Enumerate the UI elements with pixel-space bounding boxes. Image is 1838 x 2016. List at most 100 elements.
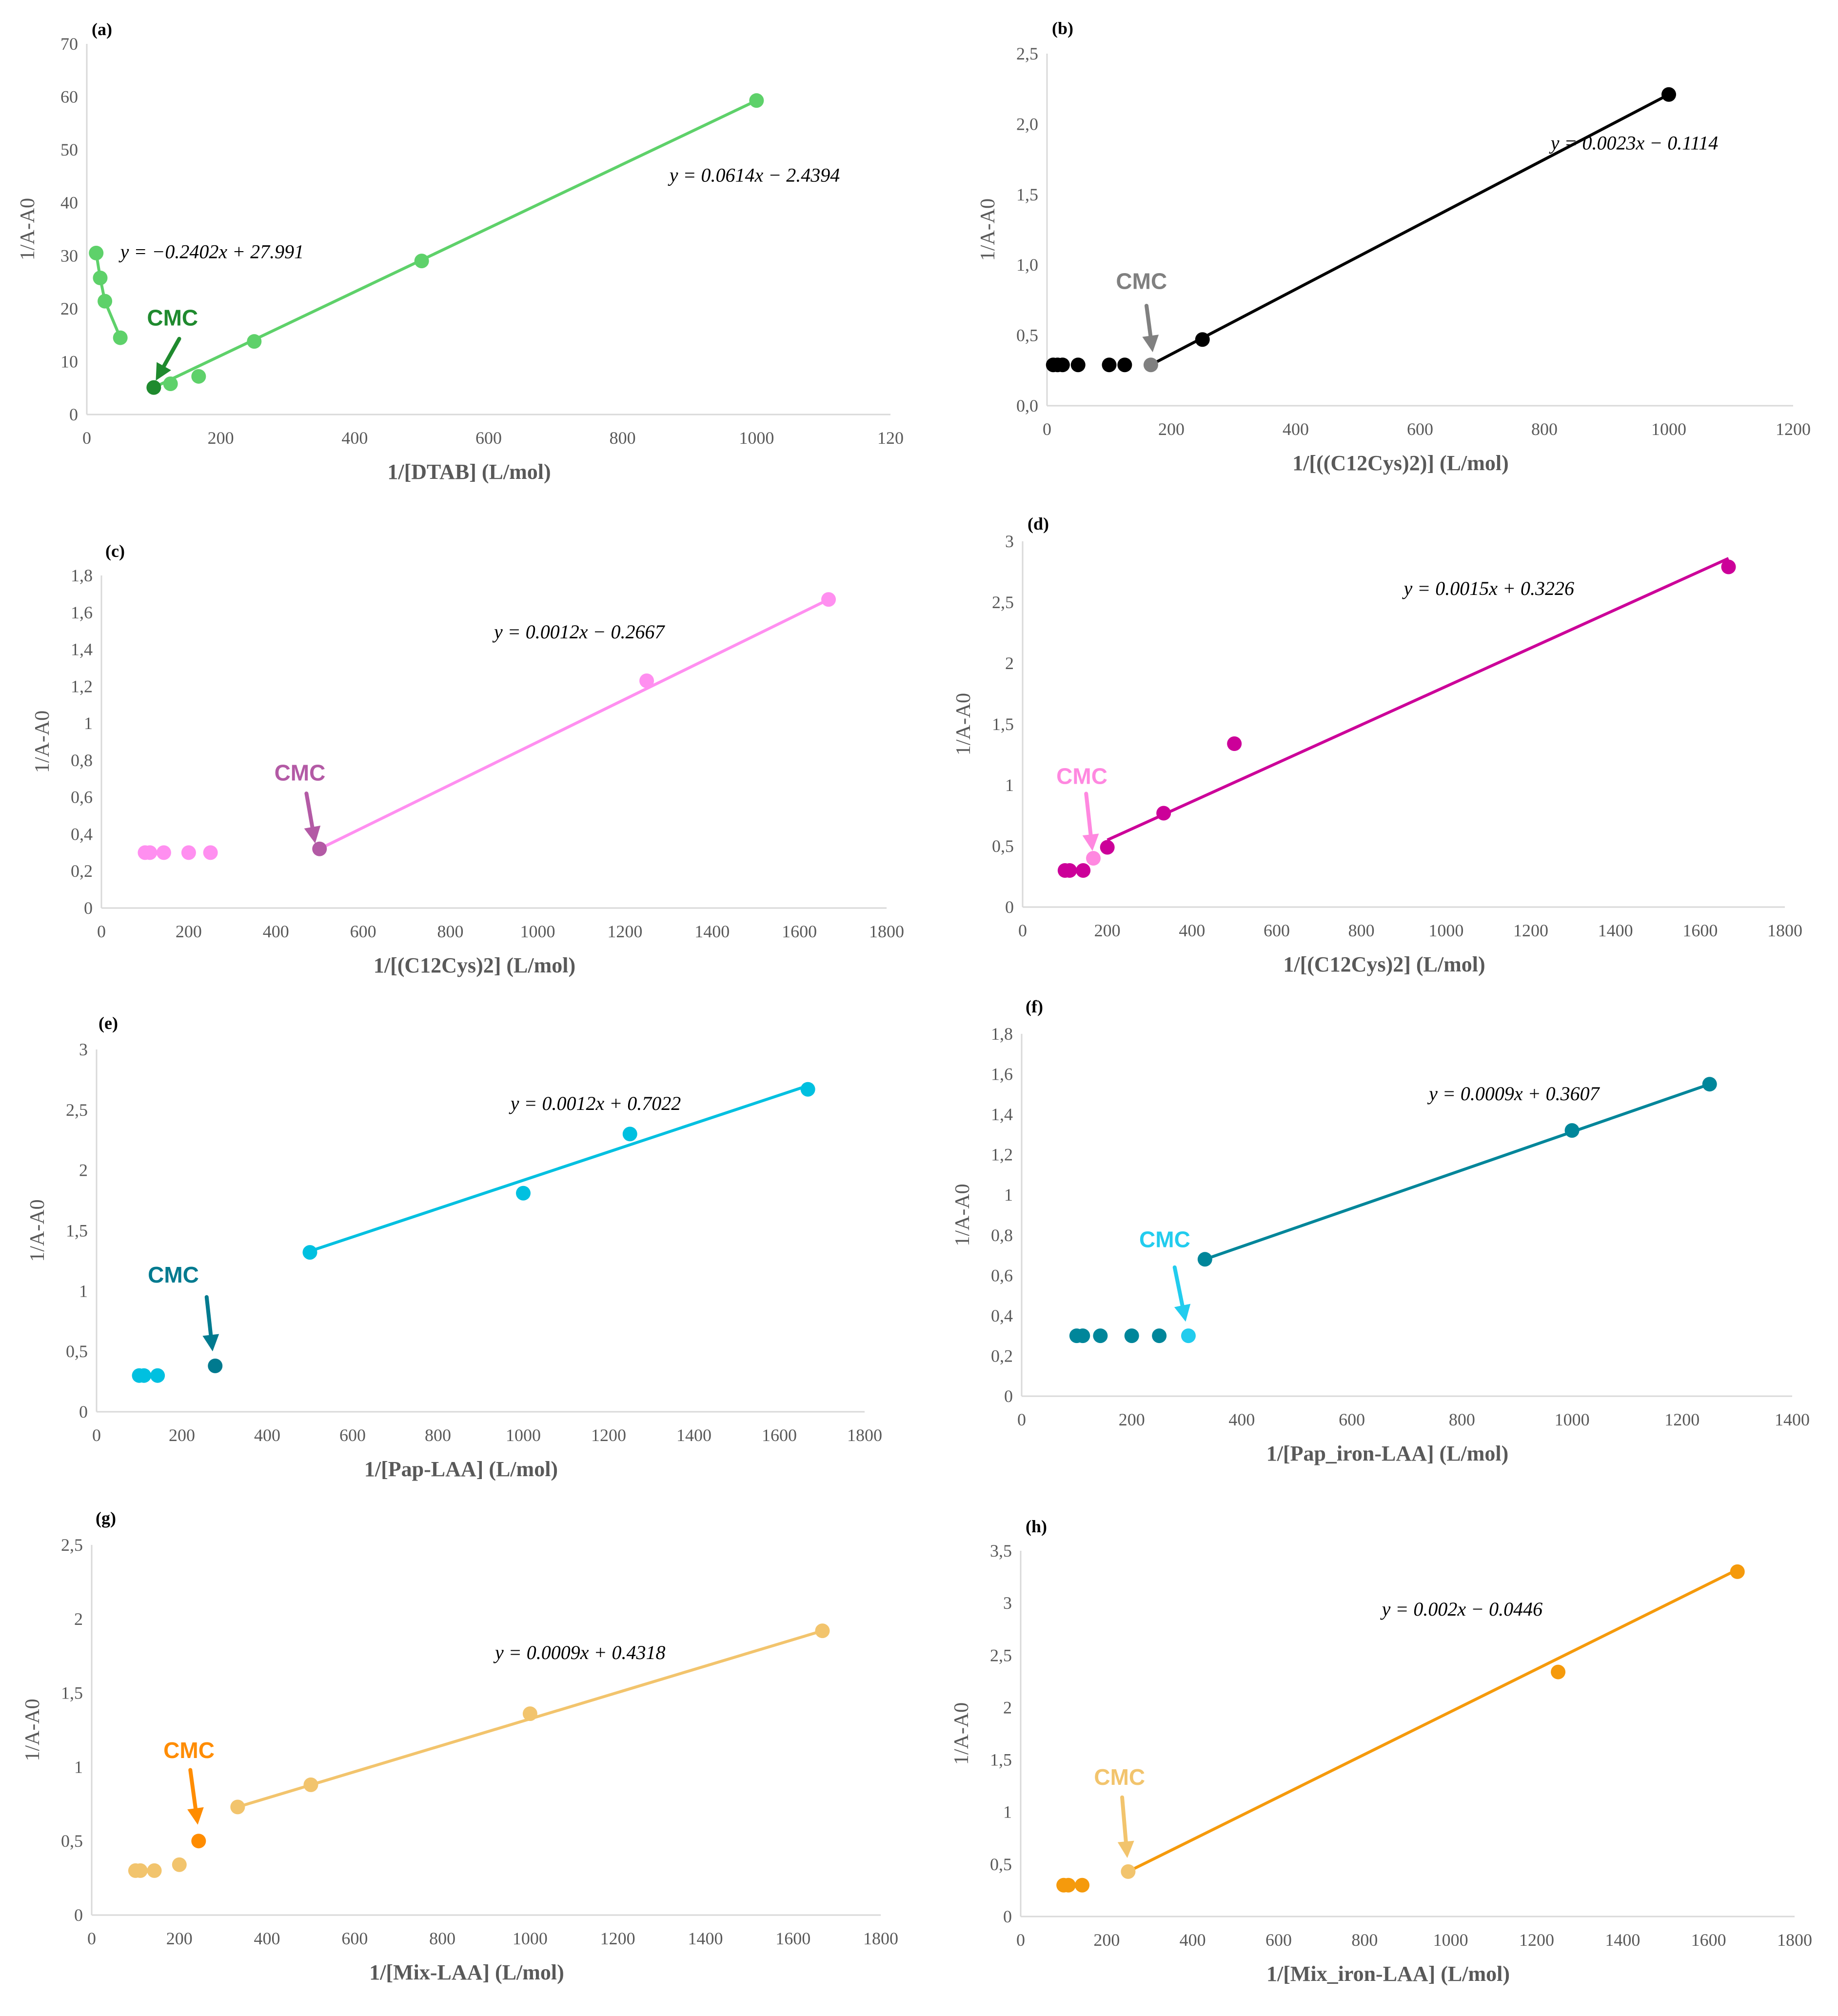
data-point <box>815 1623 830 1639</box>
y-tick-label: 1,5 <box>992 714 1014 734</box>
x-tick-label: 1000 <box>513 1929 548 1948</box>
x-tick-label: 1200 <box>1776 419 1811 439</box>
data-point <box>302 1245 317 1260</box>
cmc-data-point <box>146 380 161 395</box>
x-tick-label: 1400 <box>1775 1410 1810 1429</box>
data-point <box>1117 357 1132 373</box>
regression-equation: y = 0.0023x − 0.1114 <box>1549 132 1719 154</box>
y-tick-label: 2 <box>74 1609 83 1629</box>
trend-line <box>1150 93 1670 366</box>
cmc-arrow-head <box>1174 1304 1191 1322</box>
data-point <box>1100 840 1115 855</box>
data-point <box>749 93 764 108</box>
cmc-label: CMC <box>1116 268 1167 294</box>
data-point <box>113 330 128 345</box>
y-tick-label: 1 <box>84 713 93 733</box>
x-tick-label: 1000 <box>1428 921 1463 940</box>
x-axis-title: 1/[Mix_iron-LAA] (L/mol) <box>1266 1962 1510 1986</box>
x-axis-title: 1/[Pap_iron-LAA] (L/mol) <box>1266 1442 1509 1465</box>
x-tick-label: 1600 <box>782 922 817 941</box>
cmc-arrow-head <box>1117 1840 1134 1858</box>
x-tick-label: 600 <box>350 922 376 941</box>
cmc-arrow <box>204 1295 213 1337</box>
cmc-arrow-head <box>304 825 321 844</box>
data-point <box>150 1368 165 1383</box>
y-tick-label: 30 <box>60 246 78 265</box>
x-tick-label: 1000 <box>1555 1410 1590 1429</box>
x-tick-label: 0 <box>1017 1410 1026 1429</box>
y-tick-label: 1,5 <box>66 1221 88 1241</box>
x-tick-label: 600 <box>475 428 502 448</box>
trend-line <box>95 253 122 338</box>
y-tick-label: 2,5 <box>1016 44 1038 63</box>
cmc-arrow <box>188 1768 198 1811</box>
x-tick-label: 1800 <box>1777 1930 1812 1950</box>
trend-line <box>309 1084 809 1253</box>
panel-label: (f) <box>1026 997 1043 1016</box>
data-point <box>303 1777 318 1792</box>
data-point <box>156 845 171 860</box>
chart-panel-f: 0 200 400 600 800 1000 1200 1400 0 0,2 0,4 0,6 0,8 1 1… <box>951 997 1810 1465</box>
data-point <box>247 334 262 349</box>
data-point <box>181 845 196 860</box>
x-tick-label: 400 <box>1228 1410 1255 1429</box>
x-tick-label: 800 <box>425 1425 451 1445</box>
cmc-arrow <box>304 791 315 829</box>
x-tick-label: 400 <box>263 922 289 941</box>
y-tick-label: 1 <box>1003 1802 1012 1822</box>
y-axis-title: 1/A-A0 <box>977 198 999 261</box>
cmc-data-point <box>191 1834 206 1849</box>
y-tick-label: 2,5 <box>61 1535 83 1555</box>
y-tick-label: 0 <box>69 405 78 424</box>
regression-equation: y = 0.002x − 0.0446 <box>1380 1598 1543 1620</box>
x-tick-label: 1400 <box>694 922 730 941</box>
data-point <box>821 592 836 607</box>
y-tick-label: 40 <box>60 193 78 213</box>
x-tick-label: 800 <box>1531 419 1558 439</box>
y-tick-label: 0 <box>84 898 93 918</box>
x-tick-label: 1400 <box>676 1425 711 1445</box>
x-tick-label: 1800 <box>863 1929 898 1948</box>
x-tick-label: 600 <box>1265 1930 1292 1950</box>
regression-equation: y = 0.0015x + 0.3226 <box>1402 577 1575 599</box>
x-tick-label: 600 <box>1339 1410 1365 1429</box>
data-point <box>522 1706 537 1721</box>
chart-panel-h: 0 200 400 600 800 1000 1200 1400 1600 1800 0 0,5 1 1,… <box>950 1517 1812 1986</box>
x-tick-label: 800 <box>1449 1410 1475 1429</box>
cmc-data-point <box>312 841 327 856</box>
cmc-label: CMC <box>1139 1227 1190 1252</box>
data-point <box>800 1082 815 1097</box>
y-tick-label: 3,5 <box>990 1541 1012 1561</box>
y-tick-label: 3 <box>79 1040 88 1059</box>
data-point <box>191 369 206 384</box>
y-tick-label: 2,5 <box>990 1645 1012 1665</box>
data-point <box>98 294 113 309</box>
x-tick-label: 1000 <box>506 1425 541 1445</box>
data-point <box>639 673 654 688</box>
x-tick-label: 200 <box>1094 921 1121 940</box>
x-tick-label: 400 <box>254 1929 280 1948</box>
x-tick-label: 0 <box>1016 1930 1025 1950</box>
y-tick-label: 1 <box>1004 1185 1013 1205</box>
x-tick-label: 600 <box>1264 921 1290 940</box>
y-tick-label: 0,5 <box>66 1342 88 1361</box>
regression-equation: y = −0.2402x + 27.991 <box>119 241 304 263</box>
y-tick-label: 0,4 <box>991 1306 1013 1325</box>
cmc-arrow-head <box>156 362 171 381</box>
chart-panel-e: 0 200 400 600 800 1000 1200 1400 1600 1800 0 0,5 1 1,… <box>26 1013 882 1481</box>
x-tick-label: 1400 <box>1598 921 1633 940</box>
x-axis-title: 1/[((C12Cys)2)] (L/mol) <box>1292 451 1509 475</box>
data-point <box>1197 1252 1212 1267</box>
cmc-label: CMC <box>1094 1764 1145 1790</box>
y-tick-label: 0,6 <box>71 788 93 807</box>
x-tick-label: 1600 <box>1691 1930 1726 1950</box>
y-tick-label: 20 <box>60 299 78 318</box>
x-tick-label: 800 <box>1348 921 1375 940</box>
x-tick-label: 0 <box>1043 419 1051 439</box>
x-tick-label: 1200 <box>607 922 642 941</box>
chart-panel-a: 0 200 400 600 800 1000 1200102030405060701/[DT… <box>17 20 904 484</box>
y-tick-label: 3 <box>1003 1593 1012 1613</box>
x-tick-label: 120 <box>877 428 904 448</box>
y-axis-title: 1/A-A0 <box>952 693 975 755</box>
x-tick-label: 1000 <box>739 428 774 448</box>
